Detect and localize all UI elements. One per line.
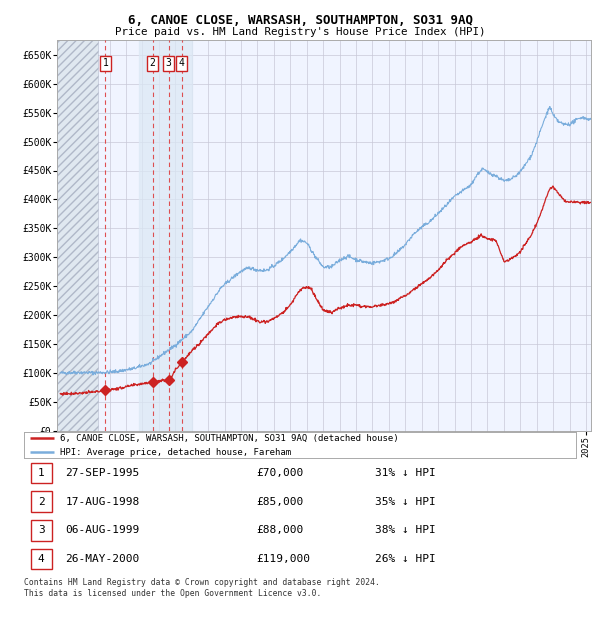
Text: 38% ↓ HPI: 38% ↓ HPI [374, 526, 435, 536]
FancyBboxPatch shape [31, 463, 52, 484]
Text: 1: 1 [38, 468, 44, 478]
FancyBboxPatch shape [31, 549, 52, 570]
Text: 17-AUG-1998: 17-AUG-1998 [65, 497, 140, 507]
FancyBboxPatch shape [31, 520, 52, 541]
Text: 27-SEP-1995: 27-SEP-1995 [65, 468, 140, 478]
Text: Contains HM Land Registry data © Crown copyright and database right 2024.: Contains HM Land Registry data © Crown c… [24, 578, 380, 587]
Bar [139, 40, 192, 431]
Text: £119,000: £119,000 [256, 554, 310, 564]
Text: 1: 1 [103, 58, 109, 68]
Text: £70,000: £70,000 [256, 468, 303, 478]
FancyBboxPatch shape [31, 492, 52, 512]
Text: 4: 4 [38, 554, 44, 564]
Text: 2: 2 [150, 58, 155, 68]
Text: 26% ↓ HPI: 26% ↓ HPI [374, 554, 435, 564]
Text: Price paid vs. HM Land Registry's House Price Index (HPI): Price paid vs. HM Land Registry's House … [115, 27, 485, 37]
Text: 06-AUG-1999: 06-AUG-1999 [65, 526, 140, 536]
Text: 31% ↓ HPI: 31% ↓ HPI [374, 468, 435, 478]
Text: This data is licensed under the Open Government Licence v3.0.: This data is licensed under the Open Gov… [24, 589, 322, 598]
Text: 6, CANOE CLOSE, WARSASH, SOUTHAMPTON, SO31 9AQ (detached house): 6, CANOE CLOSE, WARSASH, SOUTHAMPTON, SO… [60, 435, 398, 443]
Text: 4: 4 [179, 58, 185, 68]
Text: 3: 3 [38, 526, 44, 536]
Text: 3: 3 [166, 58, 172, 68]
Text: £88,000: £88,000 [256, 526, 303, 536]
Bar [57, 40, 98, 431]
Text: 35% ↓ HPI: 35% ↓ HPI [374, 497, 435, 507]
Text: HPI: Average price, detached house, Fareham: HPI: Average price, detached house, Fare… [60, 448, 291, 457]
Text: 6, CANOE CLOSE, WARSASH, SOUTHAMPTON, SO31 9AQ: 6, CANOE CLOSE, WARSASH, SOUTHAMPTON, SO… [128, 14, 473, 27]
Text: 2: 2 [38, 497, 44, 507]
Text: 26-MAY-2000: 26-MAY-2000 [65, 554, 140, 564]
Bar [57, 40, 98, 431]
Text: £85,000: £85,000 [256, 497, 303, 507]
